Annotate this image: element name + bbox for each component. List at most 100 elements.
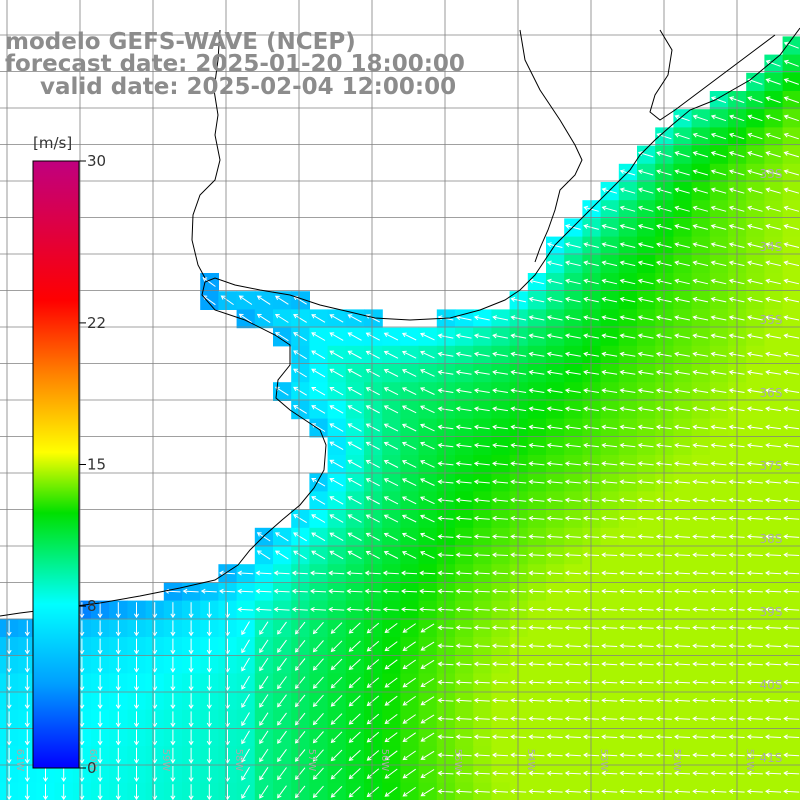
wind-arrow [564, 351, 581, 357]
wind-arrow [583, 534, 600, 540]
wind-arrow [674, 515, 691, 521]
wind-arrow [455, 406, 472, 412]
wind-arrow [528, 515, 545, 521]
wind-arrow [365, 496, 380, 505]
wind-arrow [564, 625, 581, 631]
wind-arrow [510, 570, 527, 576]
wind-arrow [601, 442, 618, 448]
wind-arrow [692, 534, 709, 540]
wind-arrow [692, 461, 709, 467]
wind-arrow [6, 620, 12, 637]
wind-arrow [783, 278, 800, 285]
wind-arrow [746, 442, 763, 448]
wind-arrow [401, 460, 417, 468]
wind-arrow [747, 114, 763, 122]
wind-arrow [133, 729, 140, 746]
wind-arrow [674, 151, 690, 158]
wind-arrow [241, 694, 250, 708]
wind-arrow [528, 697, 545, 703]
colorbar-tick-label: 8 [87, 597, 97, 615]
wind-arrow [619, 479, 636, 485]
coastline-north-shore [649, 29, 776, 121]
wind-arrow [546, 296, 563, 303]
wind-arrow [455, 388, 472, 394]
wind-arrow [783, 224, 800, 230]
wind-arrow [564, 315, 581, 321]
wind-arrow [492, 479, 509, 485]
wind-arrow [455, 770, 472, 776]
wind-arrow [528, 661, 545, 667]
wind-arrow [601, 187, 618, 194]
wind-arrow [710, 442, 727, 448]
wind-arrow [601, 588, 618, 594]
wind-arrow [383, 368, 399, 377]
colorbar-tick-label: 0 [87, 759, 97, 777]
wind-arrow [311, 496, 326, 505]
wind-arrow [765, 606, 782, 612]
wind-arrow [783, 406, 800, 412]
wind-arrow [746, 752, 763, 758]
wind-arrow [546, 770, 563, 776]
wind-arrow [564, 716, 581, 722]
wind-arrow [674, 661, 691, 667]
wind-arrow [330, 749, 343, 762]
wind-arrow [133, 656, 140, 673]
wind-arrow [115, 784, 121, 800]
wind-arrow [746, 570, 763, 576]
wind-arrow [583, 406, 599, 412]
wind-arrow [348, 731, 361, 743]
wind-arrow [473, 606, 490, 612]
wind-arrow [546, 442, 563, 448]
lat-label: 38S [760, 532, 783, 546]
wind-arrow [765, 296, 781, 303]
wind-arrow [473, 515, 490, 521]
wind-arrow [492, 625, 509, 631]
wind-arrow [492, 643, 509, 649]
wind-arrow [619, 278, 636, 285]
wind-arrow [383, 387, 399, 396]
wind-arrow [492, 497, 509, 503]
wind-arrow [528, 333, 545, 339]
wind-arrow [329, 423, 344, 432]
wind-arrow [601, 333, 618, 339]
wind-arrow [330, 695, 343, 707]
wind-arrow [295, 749, 306, 762]
lon-label: 55W [452, 749, 463, 772]
wind-arrow [346, 570, 363, 576]
wind-arrow [510, 588, 527, 594]
wind-arrow [293, 314, 307, 323]
wind-arrow [455, 442, 472, 448]
wind-arrow [528, 296, 545, 303]
wind-arrow [200, 588, 217, 594]
wind-arrow [747, 169, 763, 176]
wind-arrow [783, 315, 800, 321]
wind-arrow [692, 351, 709, 357]
wind-arrow [312, 694, 324, 708]
wind-arrow [365, 532, 380, 541]
wind-arrow [637, 369, 654, 375]
wind-arrow [473, 679, 490, 685]
lon-label: 51W [744, 749, 755, 772]
wind-arrow [546, 260, 563, 267]
wind-arrow [783, 788, 800, 794]
wind-arrow [783, 461, 800, 467]
wind-arrow [402, 677, 416, 688]
wind-arrow [473, 406, 490, 412]
wind-arrow [747, 296, 763, 303]
wind-arrow [310, 588, 327, 594]
wind-arrow [692, 752, 709, 758]
wind-arrow [746, 643, 763, 649]
wind-arrow [206, 784, 212, 800]
wind-arrow [692, 278, 709, 285]
wind-arrow [295, 785, 306, 799]
wind-arrow [783, 424, 800, 430]
wind-arrow [565, 278, 581, 285]
wind-arrow [188, 656, 194, 673]
wind-arrow [492, 351, 508, 357]
wind-arrow [291, 606, 308, 612]
wind-arrow [510, 351, 527, 357]
wind-arrow [437, 697, 454, 703]
wind-arrow [619, 169, 636, 176]
wind-arrow [170, 693, 176, 710]
wind-arrow [291, 588, 308, 594]
